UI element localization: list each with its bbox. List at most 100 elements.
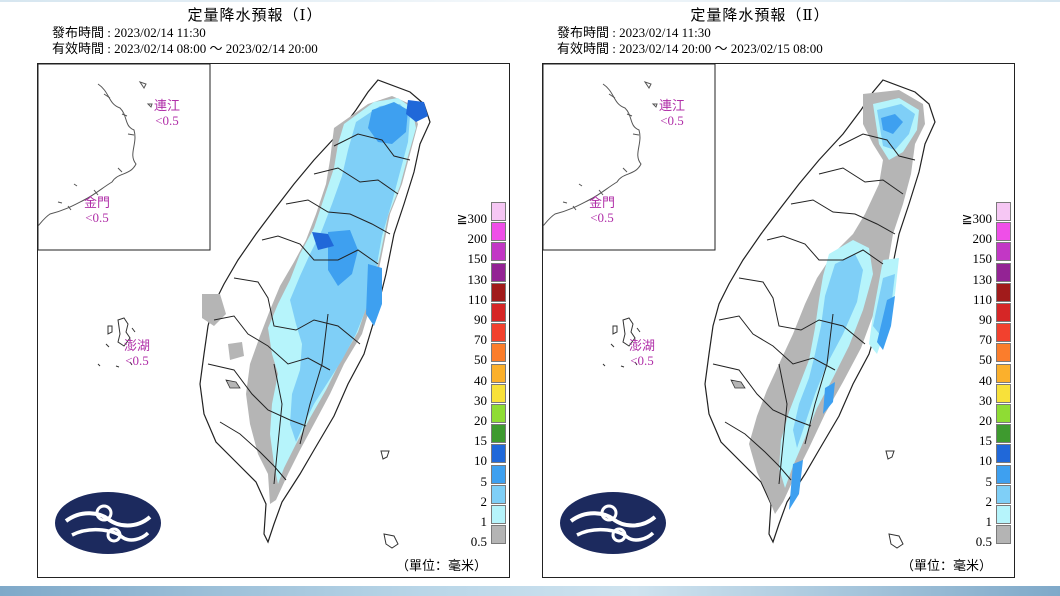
kinmen-label: 金門 <0.5 xyxy=(84,195,110,225)
rainfall-map xyxy=(543,64,936,554)
valid-time: 有效時間 : 2023/02/14 08:00 ～ 2023/02/14 20:… xyxy=(52,41,318,56)
issue-time: 發布時間 : 2023/02/14 11:30 xyxy=(52,25,206,40)
inset-box xyxy=(543,64,716,251)
cwb-logo xyxy=(560,492,666,554)
legend-swatch xyxy=(491,303,506,322)
matsu-label: 連江 <0.5 xyxy=(154,98,180,128)
legend-label: 10 xyxy=(474,453,487,469)
legend-label: 2 xyxy=(480,493,488,509)
legend-label: 15 xyxy=(474,433,487,449)
legend-label: 130 xyxy=(972,271,993,287)
legend-label: 110 xyxy=(467,291,487,307)
rainfall-map xyxy=(38,64,431,554)
matsu-name: 連江 xyxy=(659,98,686,113)
panel-title: 定量降水預報（Ⅰ） xyxy=(187,6,323,24)
legend-swatch xyxy=(491,202,506,221)
legend-swatch xyxy=(491,404,506,423)
legend-label: 150 xyxy=(467,251,488,267)
issue-time: 發布時間 : 2023/02/14 11:30 xyxy=(557,25,711,40)
legend-swatch xyxy=(491,262,506,282)
rainfall-legend: ≧300 200 150 130 110 90 70 50 40 30 20 15 10 5 2 1 0.5 xyxy=(947,202,1014,548)
legend-swatch xyxy=(996,464,1011,484)
legend-swatch xyxy=(491,323,506,343)
legend-label: 20 xyxy=(474,413,487,428)
county-boundaries xyxy=(207,133,411,485)
legend-label: 30 xyxy=(474,392,487,408)
kinmen-value: <0.5 xyxy=(85,210,109,225)
legend-swatch xyxy=(996,525,1011,545)
inset-box xyxy=(38,64,211,251)
legend-label: ≧300 xyxy=(961,211,992,226)
forecast-panel-2: 定量降水預報（Ⅱ） 發布時間 : 2023/02/14 11:30 有效時間 :… xyxy=(505,0,1015,585)
rain-light-blue xyxy=(793,104,915,448)
legend-label: 50 xyxy=(474,352,487,368)
legend-label: 90 xyxy=(979,312,992,327)
kinmen-value: <0.5 xyxy=(590,210,614,225)
legend-swatch xyxy=(491,505,506,524)
valid-time: 有效時間 : 2023/02/14 20:00 ～ 2023/02/15 08:… xyxy=(557,41,823,56)
legend-swatch xyxy=(996,383,1011,403)
penghu-label: 澎湖 <0.5 xyxy=(629,338,655,368)
legend-swatch xyxy=(491,383,506,403)
legend-swatch xyxy=(996,222,1011,242)
legend-swatch xyxy=(996,404,1011,423)
legend-swatch xyxy=(996,343,1011,363)
legend-label: 0.5 xyxy=(470,534,487,550)
penghu-value: <0.5 xyxy=(125,353,149,368)
legend-swatch xyxy=(996,262,1011,282)
matsu-value: <0.5 xyxy=(660,113,684,128)
legend-swatch xyxy=(996,424,1011,444)
penghu-label: 澎湖 <0.5 xyxy=(124,338,150,368)
rain-dark-blue xyxy=(312,100,428,250)
legend-swatch xyxy=(996,202,1011,221)
map-frame: 連江 <0.5 金門 <0.5 澎湖 <0.5 ≧300 200 150 130 110… xyxy=(37,63,510,578)
legend-label: 5 xyxy=(480,473,488,489)
legend-swatch xyxy=(491,343,506,363)
unit-label: （單位：毫米） xyxy=(901,559,993,574)
legend-label: 5 xyxy=(985,473,993,489)
penghu-islands xyxy=(97,317,136,368)
unit-label: （單位：毫米） xyxy=(396,559,488,574)
legend-label: 1 xyxy=(985,514,993,529)
legend-swatch xyxy=(491,484,506,504)
legend-label: 40 xyxy=(979,372,992,388)
legend-swatch xyxy=(491,464,506,484)
legend-label: 30 xyxy=(979,392,992,408)
legend-label: 40 xyxy=(474,372,487,388)
legend-label: 130 xyxy=(467,271,488,287)
matsu-label: 連江 <0.5 xyxy=(659,98,685,128)
kinmen-name: 金門 xyxy=(84,195,111,210)
legend-swatch xyxy=(996,323,1011,343)
map-frame: 連江 <0.5 金門 <0.5 澎湖 <0.5 ≧300 200 150 130 110… xyxy=(542,63,1015,578)
legend-label: 70 xyxy=(474,332,487,348)
forecast-panel-1: 定量降水預報（Ⅰ） 發布時間 : 2023/02/14 11:30 有效時間 :… xyxy=(0,0,510,585)
legend-swatch xyxy=(996,363,1011,383)
legend-swatch xyxy=(996,303,1011,322)
legend-label: 70 xyxy=(979,332,992,348)
cwb-logo xyxy=(55,492,161,554)
bottom-bar xyxy=(0,586,1060,596)
legend-swatch xyxy=(996,444,1011,464)
legend-swatch xyxy=(491,282,506,302)
top-border xyxy=(0,0,1060,2)
legend-swatch xyxy=(491,444,506,464)
penghu-name: 澎湖 xyxy=(629,338,656,353)
legend-swatch xyxy=(491,363,506,383)
legend-label: 20 xyxy=(979,413,992,428)
legend-swatch xyxy=(996,505,1011,524)
legend-swatch xyxy=(491,424,506,444)
legend-label: 150 xyxy=(972,251,993,267)
legend-label: 1 xyxy=(480,514,488,529)
kinmen-label: 金門 <0.5 xyxy=(589,195,615,225)
legend-label: 90 xyxy=(474,312,487,327)
legend-label: 200 xyxy=(972,231,993,247)
legend-label: ≧300 xyxy=(456,211,487,226)
legend-swatch xyxy=(491,242,506,262)
legend-label: 50 xyxy=(979,352,992,368)
legend-swatch xyxy=(996,242,1011,262)
penghu-value: <0.5 xyxy=(630,353,654,368)
panel-title: 定量降水預報（Ⅱ） xyxy=(690,6,830,24)
matsu-value: <0.5 xyxy=(155,113,179,128)
legend-label: 15 xyxy=(979,433,992,449)
legend-swatch xyxy=(491,222,506,242)
